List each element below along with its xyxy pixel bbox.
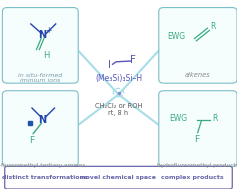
Text: novel chemical space: novel chemical space [81,175,156,180]
Text: distinct transformations: distinct transformations [2,175,88,180]
Text: EWG: EWG [167,32,185,41]
FancyBboxPatch shape [159,8,237,83]
Text: rt, 8 h: rt, 8 h [109,110,128,116]
Text: R: R [212,114,217,123]
FancyBboxPatch shape [2,8,78,83]
Text: R: R [210,22,215,31]
Text: EWG: EWG [169,114,187,123]
Text: iminium ions: iminium ions [20,78,60,83]
Text: N: N [39,30,47,40]
FancyBboxPatch shape [5,166,232,189]
Text: I: I [108,60,110,70]
Text: in situ-formed: in situ-formed [18,74,62,78]
Text: N: N [39,115,47,125]
FancyBboxPatch shape [159,91,237,166]
Text: complex products: complex products [161,175,223,180]
Text: F: F [29,136,35,145]
Text: +: + [46,26,52,35]
Text: (Me₃Si)₃Si–H: (Me₃Si)₃Si–H [95,74,142,83]
Text: hydrofluoromethyl products: hydrofluoromethyl products [157,163,237,168]
Text: H: H [43,51,49,60]
Text: F: F [130,56,136,65]
FancyBboxPatch shape [2,91,78,166]
Text: F: F [194,136,199,144]
Text: alkenes: alkenes [185,72,211,78]
Text: α-fluoromethyl tertiary amines: α-fluoromethyl tertiary amines [0,163,86,168]
Text: CH₂Cl₂ or ROH: CH₂Cl₂ or ROH [95,103,142,109]
